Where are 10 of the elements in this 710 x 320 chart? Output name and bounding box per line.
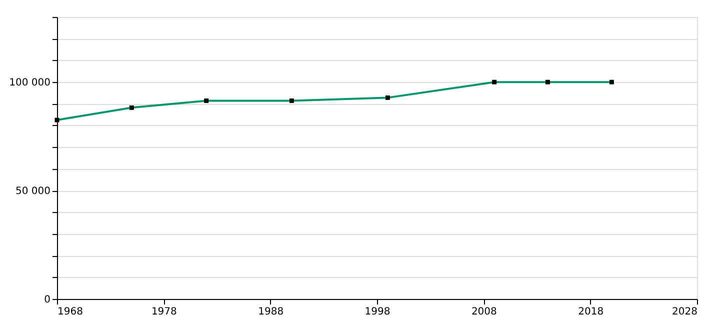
y-tick-label: 100 000 — [9, 78, 50, 89]
x-tick-label: 1978 — [151, 306, 177, 318]
x-tick-label: 1998 — [364, 306, 390, 318]
y-tick-label: 0 — [44, 294, 50, 306]
x-tick-label: 1988 — [258, 306, 284, 318]
x-tick-label: 1968 — [58, 306, 83, 318]
x-tick-label: 2008 — [471, 306, 497, 318]
y-tick-label: 50 000 — [16, 186, 50, 198]
x-tick-label: 2018 — [578, 306, 604, 318]
x-tick-label: 2028 — [672, 306, 698, 318]
